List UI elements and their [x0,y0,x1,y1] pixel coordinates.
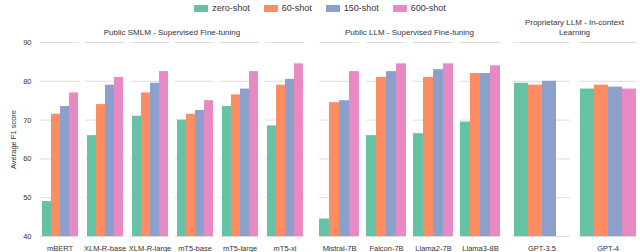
svg-text:Falcon-7B: Falcon-7B [369,244,403,252]
svg-text:mT5-base: mT5-base [178,244,212,252]
svg-text:40: 40 [23,232,31,241]
svg-text:70: 70 [23,116,31,125]
html-text:Public SMLM - Supervised Fine-: Public SMLM - Supervised Fine-tuning [103,28,241,37]
svg-text:mT5-large: mT5-large [223,244,257,252]
svg-text:Average F1 score: Average F1 score [9,110,18,169]
html-text:60-shot: 60-shot [281,3,312,13]
svg-text:60: 60 [23,154,31,163]
html-text:zero-shot: zero-shot [212,3,250,13]
html-text:150-shot: 150-shot [343,3,379,13]
svg-text:XLM-R-base: XLM-R-base [84,244,126,252]
svg-text:80: 80 [23,77,31,86]
svg-text:mT5-xl: mT5-xl [274,244,297,252]
svg-text:Llama3-8B: Llama3-8B [462,244,498,252]
svg-text:Mistral-7B: Mistral-7B [323,244,357,252]
svg-text:mBERT: mBERT [47,244,74,252]
html-text:Public LLM - Supervised Fine-t: Public LLM - Supervised Fine-tuning [345,28,474,37]
svg-text:90: 90 [23,38,31,47]
svg-text:50: 50 [23,193,31,202]
svg-text:XLM-R-large: XLM-R-large [129,244,172,252]
svg-text:GPT-3.5: GPT-3.5 [528,244,556,252]
html-text:600-shot: 600-shot [410,3,446,13]
svg-text:Llama2-7B: Llama2-7B [415,244,451,252]
svg-text:GPT-4: GPT-4 [597,244,619,252]
html-text:Proprietary LLM - In-context L: Proprietary LLM - In-context Learning [524,18,625,37]
